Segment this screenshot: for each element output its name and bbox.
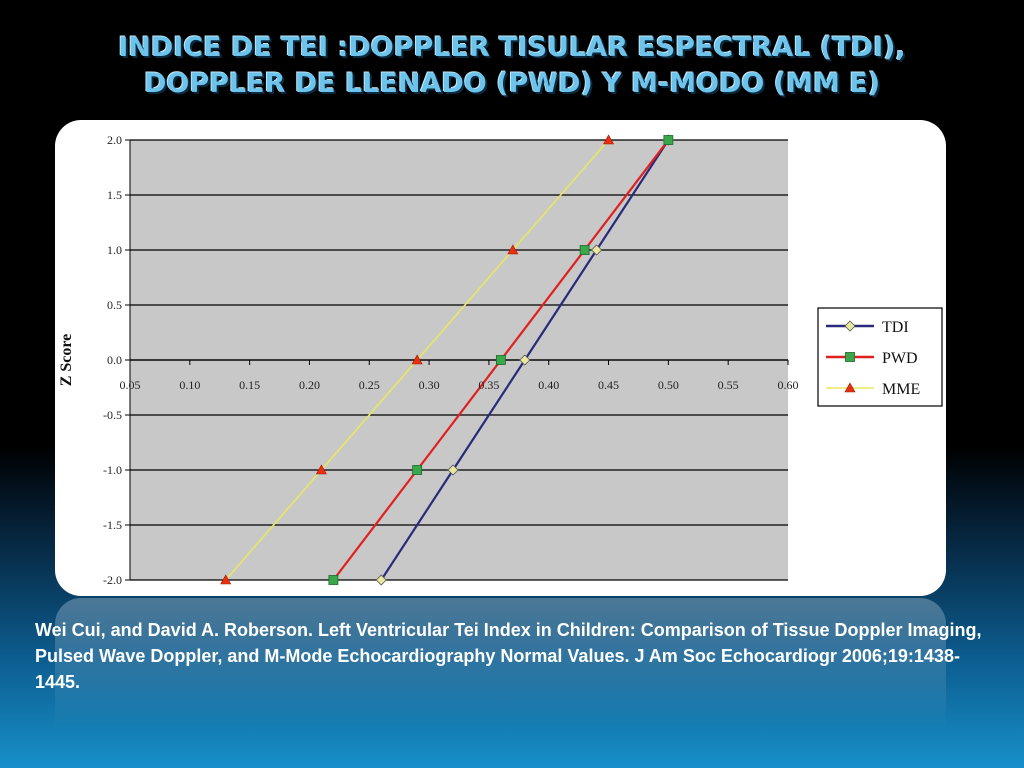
x-tick-label: 0.60 — [778, 378, 799, 392]
x-tick-label: 0.35 — [478, 378, 499, 392]
slide-title-line-2: DOPPLER DE LLENADO (PWD) Y M-MODO (MM E) — [143, 68, 881, 99]
slide-title-line-1: INDICE DE TEI :DOPPLER TISULAR ESPECTRAL… — [118, 32, 906, 63]
x-tick-label: 0.10 — [179, 378, 200, 392]
y-tick-label: -1.5 — [103, 518, 122, 532]
x-tick-label: 0.50 — [658, 378, 679, 392]
data-point-tdi — [447, 464, 459, 476]
y-axis-title: Z Score — [58, 334, 75, 387]
data-point-mme — [603, 134, 615, 145]
legend-label-tdi: TDI — [882, 319, 909, 336]
data-point-mme — [411, 354, 423, 365]
y-tick-label: 0.5 — [107, 298, 122, 312]
data-point-tdi — [519, 354, 531, 366]
y-tick-label: 1.0 — [107, 243, 122, 257]
data-point-mme — [315, 464, 327, 475]
legend-label-mme: MME — [882, 381, 920, 398]
legend-marker-pwd — [845, 352, 855, 362]
data-point-pwd — [663, 135, 674, 145]
x-tick-label: 0.05 — [120, 378, 141, 392]
data-point-mme — [220, 574, 232, 585]
x-tick-label: 0.40 — [538, 378, 559, 392]
y-tick-label: 0.0 — [107, 353, 122, 367]
data-point-mme — [507, 244, 519, 255]
data-point-pwd — [328, 575, 339, 585]
data-point-pwd — [495, 355, 506, 365]
x-tick-label: 0.20 — [299, 378, 320, 392]
citation-text: Wei Cui, and David A. Roberson. Left Ven… — [35, 620, 982, 692]
data-point-pwd — [412, 465, 423, 475]
y-tick-label: 1.5 — [107, 188, 122, 202]
legend-marker-mme — [844, 382, 856, 393]
chart-reflection — [55, 598, 946, 728]
data-point-tdi — [375, 574, 387, 586]
legend-label-pwd: PWD — [882, 350, 918, 367]
x-tick-label: 0.30 — [419, 378, 440, 392]
y-tick-label: -2.0 — [103, 573, 122, 587]
legend-marker-tdi — [844, 320, 856, 332]
data-point-tdi — [591, 244, 603, 256]
slide-title: INDICE DE TEI :DOPPLER TISULAR ESPECTRAL… — [0, 30, 1024, 102]
y-tick-label: -0.5 — [103, 408, 122, 422]
x-tick-label: 0.55 — [718, 378, 739, 392]
x-tick-label: 0.15 — [239, 378, 260, 392]
chart-panel: 2.0 1.5 1.0 0.5 0.0 -0.5 -1.0 -1.5 -2.0 0.05 0.10 0… — [55, 120, 946, 596]
data-point-pwd — [579, 245, 590, 255]
y-tick-label: -1.0 — [103, 463, 122, 477]
x-tick-label: 0.45 — [598, 378, 619, 392]
z-score-chart: 2.0 1.5 1.0 0.5 0.0 -0.5 -1.0 -1.5 -2.0 0.05 0.10 0… — [58, 133, 943, 587]
y-tick-label: 2.0 — [107, 133, 122, 147]
x-tick-label: 0.25 — [359, 378, 380, 392]
